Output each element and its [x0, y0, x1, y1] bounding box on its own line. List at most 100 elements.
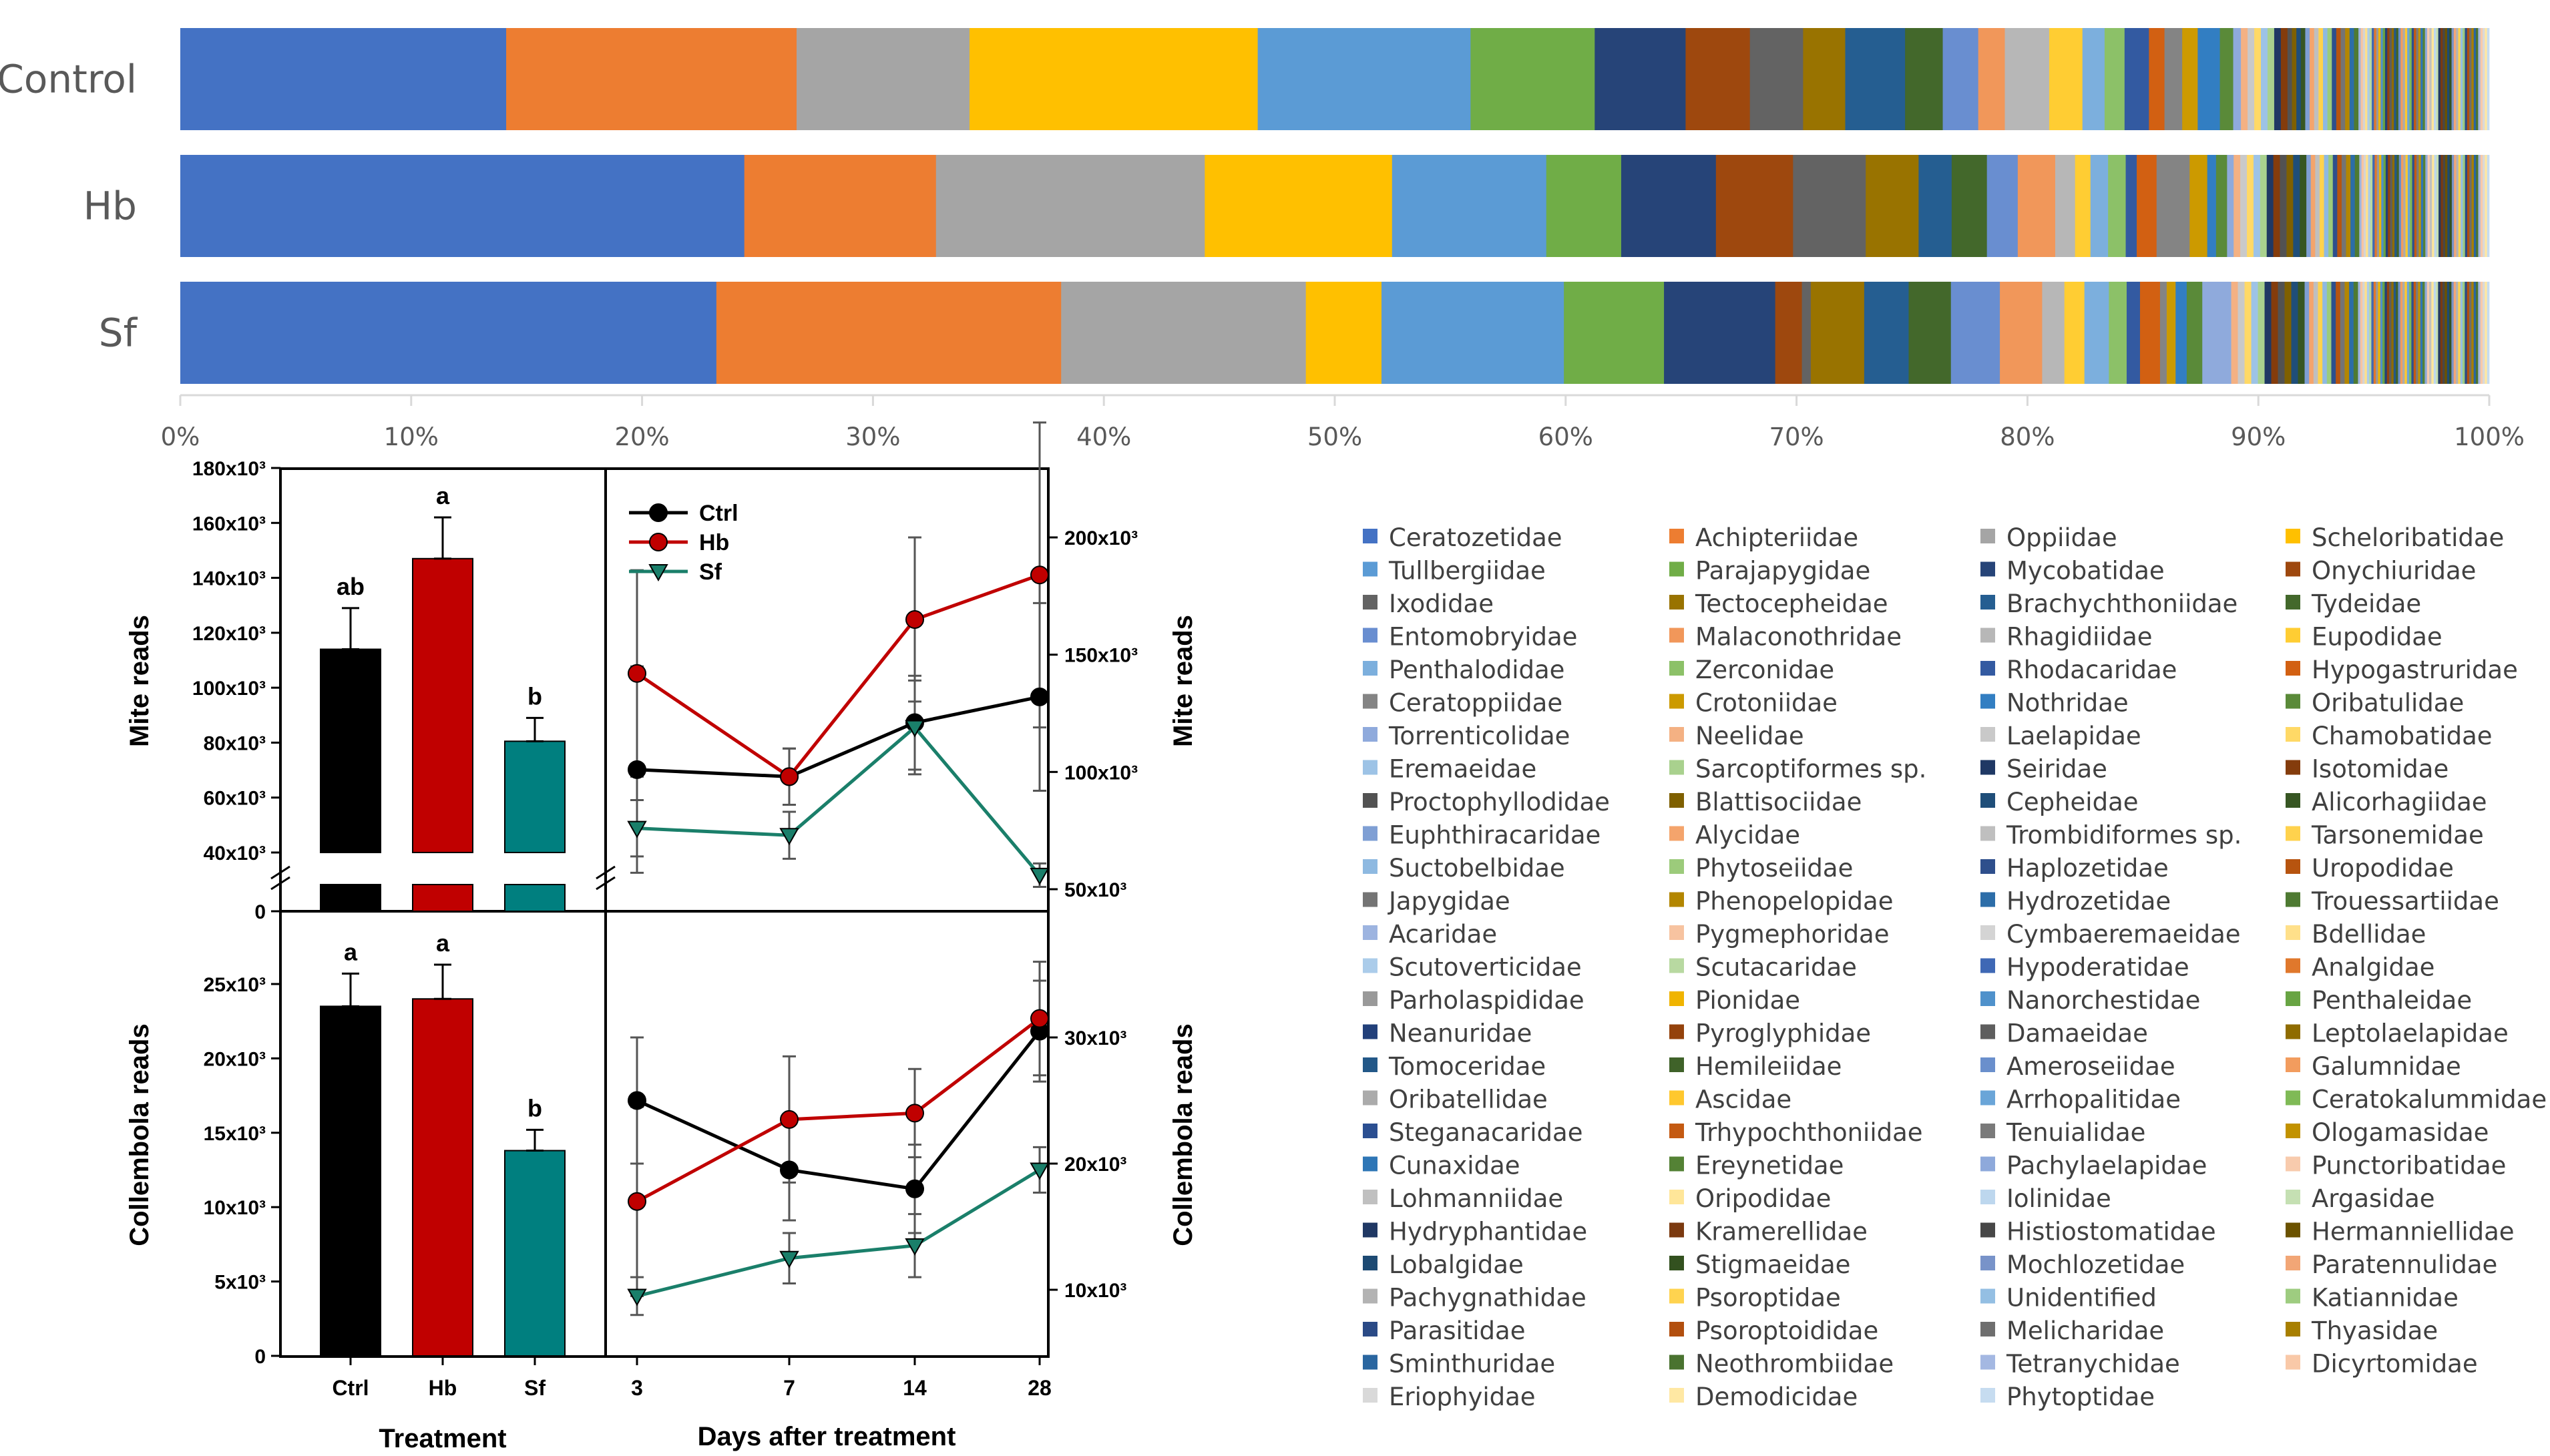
legend-label: Alycidae — [1695, 821, 1800, 850]
legend-swatch — [1363, 958, 1377, 973]
stack-segment-sf-neothrombiidae — [2476, 282, 2479, 384]
legend-swatch — [2286, 793, 2300, 808]
stack-segment-control-hermanniellidae — [2445, 28, 2448, 130]
stack-segment-sf-chamobatidae — [2244, 282, 2252, 384]
y-tick-label: 140x10³ — [192, 568, 266, 590]
stack-segment-hb-laelapidae — [2240, 155, 2248, 257]
legend-swatch — [2286, 628, 2300, 643]
stack-segment-hb-hydrozetidae — [2350, 155, 2356, 257]
legend-label: Phytoseiidae — [1695, 854, 1853, 883]
legend-label: Ameroseiidae — [2006, 1052, 2175, 1081]
stack-segment-hb-phytoseiidae — [2328, 155, 2334, 257]
stack-segment-control-acaridae — [2358, 28, 2361, 130]
stack-segment-hb-katiannidae — [2463, 155, 2466, 257]
stack-segment-hb-kramerellidae — [2440, 155, 2444, 257]
stack-segment-hb-dicyrtomidae — [2480, 155, 2483, 257]
stack-segment-control-bdellidae — [2365, 28, 2368, 130]
legend-swatch — [1363, 694, 1377, 709]
stack-segment-hb-penthalodidae — [2090, 155, 2109, 257]
stack-segment-control-phytoseiidae — [2327, 28, 2332, 130]
legend-swatch — [1980, 892, 1995, 907]
legend-swatch — [1363, 892, 1377, 907]
legend-swatch — [1363, 991, 1377, 1006]
legend-swatch — [1669, 760, 1684, 775]
legend-label: Scutacaridae — [1695, 953, 1857, 982]
line-marker — [628, 1192, 646, 1211]
line-marker — [628, 760, 646, 779]
stack-segment-control-parajapygidae — [1470, 28, 1595, 130]
mite-line-frame — [604, 467, 1050, 913]
mite-bar-ctrl — [320, 648, 381, 853]
legend-swatch — [1980, 859, 1995, 874]
x-tick-label: 60% — [1538, 423, 1593, 451]
legend-label: Trhypochthoniidae — [1695, 1118, 1923, 1147]
legend-swatch — [1669, 925, 1684, 940]
legend-label: Ceratokalummidae — [2312, 1085, 2547, 1114]
stack-segment-control-nothridae — [2197, 28, 2220, 130]
stack-segment-sf-mochlozetidae — [2451, 282, 2455, 384]
stack-segment-control-sminthuridae — [2473, 28, 2477, 130]
stack-segment-control-ceratokalummidae — [2409, 28, 2412, 130]
significance-letter: ab — [337, 573, 365, 600]
legend-label: Isotomidae — [2312, 755, 2449, 784]
stack-segment-sf-eupodidae — [2064, 282, 2085, 384]
stack-segment-sf-japygidae — [2340, 282, 2345, 384]
legend-swatch — [1669, 1024, 1684, 1039]
stack-segment-hb-pachylaelapidae — [2425, 155, 2428, 257]
stack-segment-sf-scheloribatidae — [1305, 282, 1382, 384]
treatment-xlabel: Treatment — [379, 1424, 506, 1453]
stack-segment-control-suctobelbidae — [2322, 28, 2328, 130]
stack-segment-hb-brachychthoniidae — [1918, 155, 1952, 257]
stack-segment-sf-iolinidae — [2433, 282, 2436, 384]
stack-segment-sf-tarsonemidae — [2318, 282, 2323, 384]
legend-swatch — [1363, 793, 1377, 808]
stack-segment-control-achipteriidae — [506, 28, 797, 130]
mite-bar-ylabel: Mite reads — [125, 615, 154, 747]
line-marker — [779, 828, 799, 846]
stack-segment-sf-tectocepheidae — [1810, 282, 1865, 384]
legend-label: Psoroptoididae — [1695, 1316, 1878, 1345]
stack-segment-control-cymbaeremaeidae — [2362, 28, 2366, 130]
stack-segment-control-lohmanniidae — [2429, 28, 2432, 130]
stack-segment-sf-punctoribatidae — [2426, 282, 2430, 384]
line-marker — [905, 1179, 924, 1198]
stack-segment-sf-nothridae — [2175, 282, 2187, 384]
stack-segment-control-pyroglyphidae — [2387, 28, 2390, 130]
stack-segment-sf-katiannidae — [2463, 282, 2465, 384]
collembola-line-frame — [604, 910, 1050, 1358]
legend-swatch — [1980, 991, 1995, 1006]
stack-segment-control-hypogastruridae — [2149, 28, 2165, 130]
y-tick-label: 0 — [254, 1346, 266, 1368]
stack-segment-hb-demodicidae — [2485, 155, 2488, 257]
mite-series-line-ctrl — [636, 695, 1040, 778]
stack-segment-sf-trouessartiidae — [2353, 282, 2358, 384]
legend-swatch — [1980, 727, 1995, 742]
stack-segment-hb-trombidiformes-sp- — [2315, 155, 2320, 257]
legend-label: Histiostomatidae — [2006, 1218, 2216, 1246]
days-xlabel: Days after treatment — [698, 1422, 956, 1451]
stack-segment-control-psoroptidae — [2458, 28, 2461, 130]
line-marker — [1030, 867, 1050, 885]
collembola-series-line-sf — [636, 1168, 1041, 1298]
stack-segment-control-rhagidiidae — [2004, 28, 2050, 130]
x-tick-label: 90% — [2231, 423, 2286, 451]
stack-segment-control-tydeidae — [1905, 28, 1943, 130]
line-marker — [649, 503, 668, 522]
stack-segment-sf-melicharidae — [2469, 282, 2472, 384]
legend-swatch — [1980, 628, 1995, 643]
y-tick-label: 100x10³ — [1064, 762, 1138, 784]
legend-swatch — [2286, 1156, 2300, 1172]
stack-segment-sf-hermanniellidae — [2445, 282, 2448, 384]
stack-segment-control-melicharidae — [2469, 28, 2472, 130]
stack-segment-control-phytoptidae — [2487, 28, 2490, 130]
stack-segment-hb-cunaxidae — [2420, 155, 2424, 257]
line-marker — [905, 610, 924, 629]
stack-segment-sf-ologamasidae — [2418, 282, 2421, 384]
legend-label: Neothrombiidae — [1695, 1350, 1894, 1379]
stack-segment-hb-histiostomatidae — [2442, 155, 2446, 257]
legend-label: Acaridae — [1389, 920, 1497, 949]
legend-swatch — [1669, 793, 1684, 808]
legend-label: Parholaspididae — [1389, 986, 1584, 1015]
stack-segment-control-zerconidae — [2104, 28, 2125, 130]
stack-segment-sf-seiridae — [2264, 282, 2272, 384]
